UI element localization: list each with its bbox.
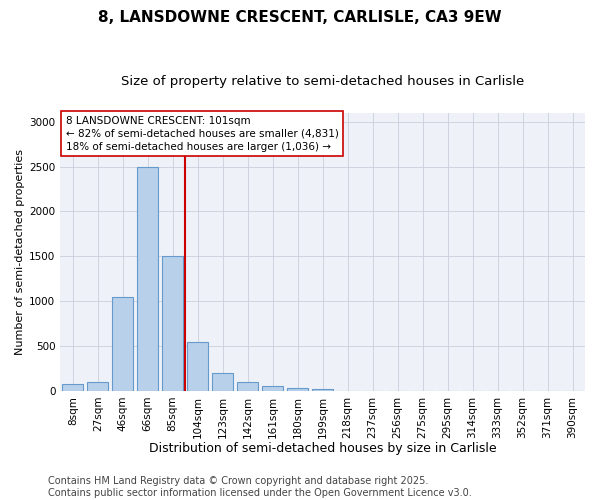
- Bar: [287, 388, 308, 391]
- Title: Size of property relative to semi-detached houses in Carlisle: Size of property relative to semi-detach…: [121, 75, 524, 88]
- Bar: [137, 166, 158, 391]
- Bar: [187, 342, 208, 391]
- Text: 8, LANSDOWNE CRESCENT, CARLISLE, CA3 9EW: 8, LANSDOWNE CRESCENT, CARLISLE, CA3 9EW: [98, 10, 502, 25]
- Bar: [162, 256, 184, 391]
- Bar: [112, 296, 133, 391]
- Bar: [237, 382, 258, 391]
- X-axis label: Distribution of semi-detached houses by size in Carlisle: Distribution of semi-detached houses by …: [149, 442, 496, 455]
- Bar: [212, 373, 233, 391]
- Bar: [62, 384, 83, 391]
- Text: 8 LANSDOWNE CRESCENT: 101sqm
← 82% of semi-detached houses are smaller (4,831)
1: 8 LANSDOWNE CRESCENT: 101sqm ← 82% of se…: [65, 116, 338, 152]
- Bar: [87, 382, 109, 391]
- Y-axis label: Number of semi-detached properties: Number of semi-detached properties: [15, 149, 25, 355]
- Text: Contains HM Land Registry data © Crown copyright and database right 2025.
Contai: Contains HM Land Registry data © Crown c…: [48, 476, 472, 498]
- Bar: [312, 389, 333, 391]
- Bar: [262, 386, 283, 391]
